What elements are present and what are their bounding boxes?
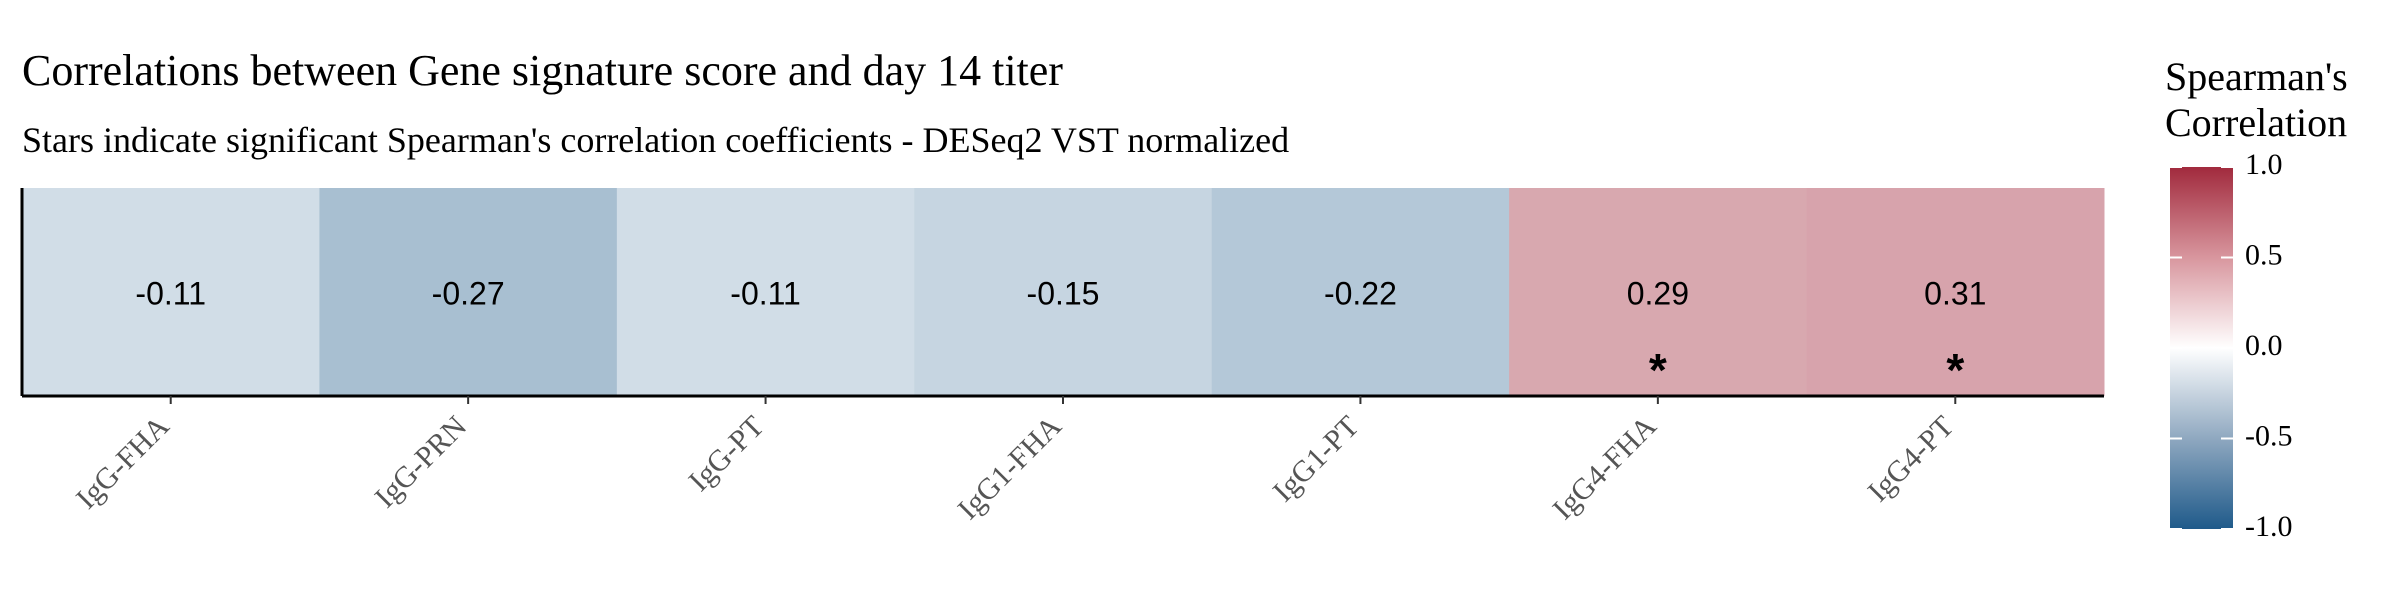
cell-value-label: -0.11 bbox=[135, 275, 206, 311]
legend-tick-label: 0.0 bbox=[2245, 329, 2283, 362]
x-tick-label: IgG4-FHA bbox=[1546, 409, 1663, 526]
cell-value-label: -0.11 bbox=[730, 275, 801, 311]
chart-title: Correlations between Gene signature scor… bbox=[22, 46, 1063, 95]
legend-tick-label: -0.5 bbox=[2245, 419, 2293, 452]
x-tick-label: IgG1-PT bbox=[1267, 410, 1366, 509]
x-axis-ticks: IgG-FHA IgG-PRN IgG-PT IgG1-FHA IgG1-PT IgG4-… bbox=[70, 396, 1960, 526]
heatmap-cell-igg4-fha bbox=[1509, 188, 1808, 396]
x-tick-label: IgG1-FHA bbox=[952, 409, 1069, 526]
cell-value-label: -0.15 bbox=[1027, 275, 1100, 311]
x-tick-label: IgG4-PT bbox=[1861, 410, 1960, 509]
chart-subtitle: Stars indicate significant Spearman's co… bbox=[22, 120, 1289, 160]
cell-value-label: -0.27 bbox=[432, 275, 505, 311]
significance-star: * bbox=[1649, 344, 1667, 396]
x-tick-label: IgG-PRN bbox=[368, 410, 473, 515]
cell-value-label: 0.29 bbox=[1627, 275, 1689, 311]
legend-title: Spearman's Correlation bbox=[2165, 54, 2348, 145]
heatmap-cell-igg-fha bbox=[22, 188, 320, 396]
x-tick-label: IgG-PT bbox=[682, 410, 770, 498]
color-legend: Spearman's Correlation 1.0 0.5 0.0 -0.5 -1.0 bbox=[2165, 54, 2348, 543]
cell-value-label: -0.22 bbox=[1324, 275, 1397, 311]
cell-value-label: 0.31 bbox=[1924, 275, 1986, 311]
legend-tick-label: 0.5 bbox=[2245, 238, 2283, 271]
legend-tick-label: 1.0 bbox=[2245, 148, 2283, 181]
heatmap-cell-igg1-pt bbox=[1211, 188, 1510, 396]
heatmap-cell-igg-prn bbox=[319, 188, 618, 396]
heatmap-cell-igg1-fha bbox=[914, 188, 1213, 396]
significance-star: * bbox=[1946, 344, 1964, 396]
heatmap-cell-igg-pt bbox=[616, 188, 915, 396]
heatmap-cells: -0.11 -0.27 -0.11 -0.15 -0.22 0.29 * 0.31 * bbox=[22, 188, 2105, 396]
x-tick-label: IgG-FHA bbox=[70, 409, 176, 515]
legend-tick-label: -1.0 bbox=[2245, 510, 2293, 543]
heatmap-cell-igg4-pt bbox=[1806, 188, 2105, 396]
